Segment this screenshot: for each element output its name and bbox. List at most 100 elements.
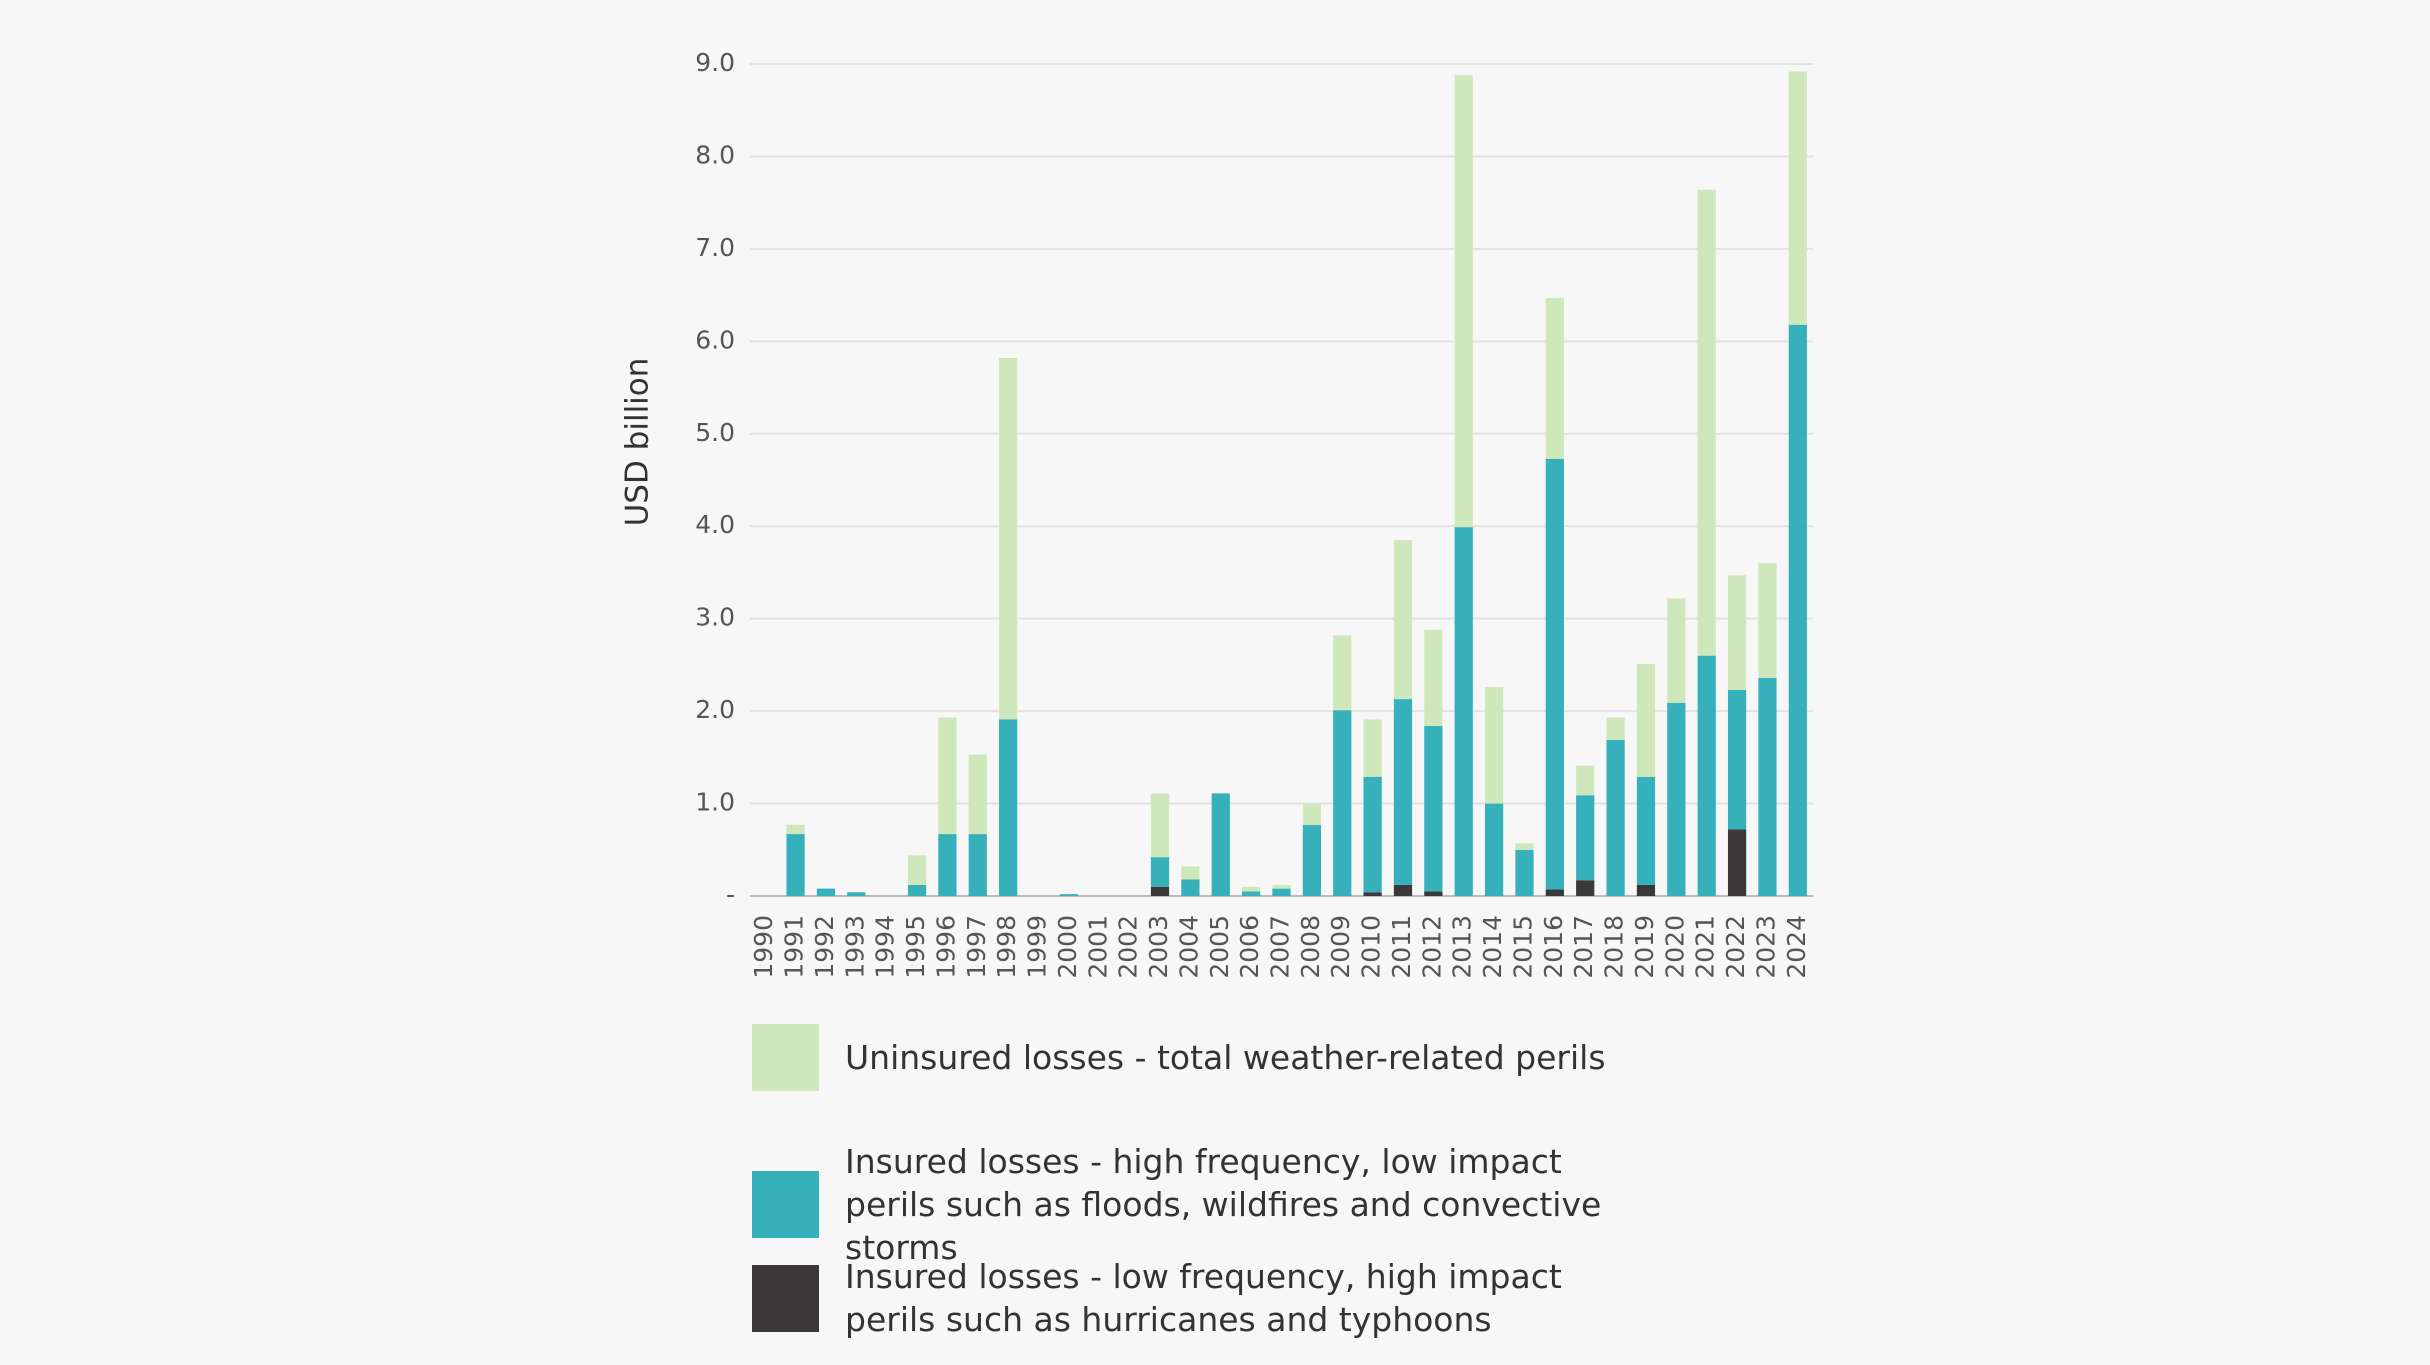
bar-segment [1393,884,1413,896]
bar-segment [1484,687,1504,804]
bar-segment [1333,635,1352,711]
bar-segment [847,892,866,896]
x-tick-label: 2011 [1387,915,1416,979]
legend-label: Insured losses - high frequency, low imp… [845,1142,1602,1267]
bar-segment [1242,891,1261,896]
bar-segment [1576,765,1595,796]
bar-segment [1150,793,1170,858]
x-tick-label: 2015 [1508,915,1537,979]
y-tick-label: 9.0 [695,48,735,77]
x-tick-label: 2024 [1782,915,1811,979]
bar-segment [1211,793,1230,896]
bar-segment [786,834,805,896]
legend-swatch [752,1264,819,1332]
bar-segment [907,855,927,885]
bar-segment [938,834,957,896]
y-tick-label: 4.0 [695,510,735,539]
x-tick-label: 2019 [1630,915,1659,979]
legend-item: Uninsured losses - total weather-related… [752,1024,1645,1091]
bar-segment [1302,803,1321,825]
bar-segment [1150,857,1170,887]
bar-segment [1150,886,1170,896]
bar-segment [1758,563,1777,678]
x-tick-label: 2018 [1600,915,1629,979]
x-tick-label: 2014 [1478,915,1507,979]
x-tick-label: 2013 [1448,915,1477,979]
bar-segment [1697,655,1716,896]
x-tick-label: 1993 [840,915,869,979]
bar-segment [816,888,836,896]
bar-segment [1484,803,1504,896]
y-tick-label: 2.0 [695,695,735,724]
bar-segment [1788,71,1807,325]
bar-segment [1636,776,1656,885]
bar-segment [1727,575,1747,690]
x-tick-label: 1991 [780,915,809,979]
x-tick-label: 2023 [1751,915,1780,979]
bar-segment [1788,324,1807,896]
x-tick-label: 2016 [1539,915,1568,979]
bar-segment [1424,725,1443,892]
bar-segment [1515,843,1534,850]
bar-segment [1576,795,1595,881]
x-tick-label: 1997 [962,915,991,979]
x-tick-label: 1999 [1023,915,1052,979]
y-tick-label: - [726,880,735,909]
legend-item: Insured losses - high frequency, low imp… [752,1140,1645,1269]
legend-label: Uninsured losses - total weather-related… [845,1038,1606,1077]
bar-segment [1727,689,1747,830]
bar-segment [1515,849,1534,896]
x-tick-label: 2002 [1114,915,1143,979]
x-tick-label: 2005 [1205,915,1234,979]
bar-segment [1636,663,1656,777]
bar-segment [1393,540,1413,700]
bar-segment [999,719,1018,896]
bar-segment [968,754,987,835]
x-tick-label: 1995 [901,915,930,979]
bar-segment [1667,598,1686,703]
bar-segment [1363,892,1382,896]
x-tick-label: 2017 [1569,915,1598,979]
bar-segment [1667,702,1686,896]
bar-segment [1545,297,1564,459]
bar-segment [968,834,987,896]
bar-segment [1545,889,1564,896]
x-tick-label: 1990 [749,915,778,979]
bar-segment [1727,829,1747,896]
bar-segment [1272,888,1291,896]
x-tick-label: 2006 [1235,915,1264,979]
x-tick-label: 2001 [1083,915,1112,979]
y-tick-label: 1.0 [695,788,735,817]
bar-segment [1333,710,1352,896]
legend-swatch [752,1024,819,1091]
bar-segment [1606,717,1625,740]
bar-segment [1242,886,1261,892]
bar-segment [1059,894,1079,896]
x-tick-label: 2003 [1144,915,1173,979]
x-tick-label: 1998 [992,915,1021,979]
x-tick-label: 2000 [1053,915,1082,979]
bar-segment [1181,866,1200,880]
x-tick-label: 2008 [1296,915,1325,979]
x-tick-label: 1996 [931,915,960,979]
x-tick-label: 2022 [1721,915,1750,979]
x-tick-label: 1992 [810,915,839,979]
bar-segment [1758,677,1777,896]
legend-swatch [752,1171,819,1238]
x-tick-label: 2010 [1357,915,1386,979]
bar-segment [1272,884,1291,889]
legend-item: Insured losses - low frequency, high imp… [752,1255,1645,1341]
x-tick-label: 2012 [1417,915,1446,979]
bar-segment [1424,891,1443,896]
y-axis-label: USD billion [620,358,656,527]
bar-segment [938,717,957,835]
bar-segment [1636,884,1656,896]
x-tick-label: 2007 [1266,915,1295,979]
bar-segment [1181,879,1200,896]
bar-segment [907,884,927,896]
bar-segment [1606,739,1625,896]
bar-segment [1454,527,1473,896]
bar-segment [1545,458,1564,890]
